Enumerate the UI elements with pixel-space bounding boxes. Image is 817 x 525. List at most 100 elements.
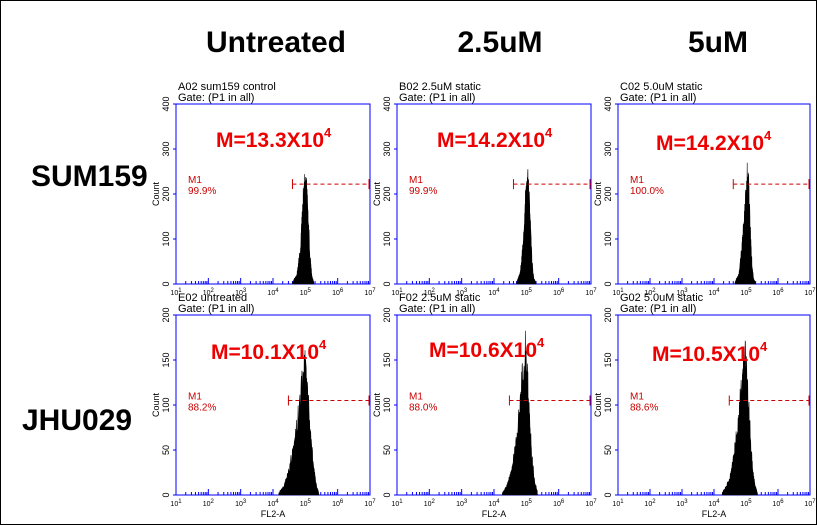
x-tick-label: 107 (364, 499, 376, 508)
x-tick-label: 106 (553, 288, 565, 297)
x-tick-label: 105 (740, 288, 752, 297)
x-tick-base: 10 (267, 290, 275, 297)
x-tick-exponent: 7 (812, 288, 816, 294)
panel-gate-label: Gate: (P1 in all) (178, 303, 254, 315)
x-tick-base: 10 (585, 501, 593, 508)
row-header-jhu029: JHU029 (22, 404, 133, 437)
x-axis-label: FL2-A (702, 509, 727, 519)
panel-title: B02 2.5uM static (399, 81, 481, 93)
y-tick-label: 0 (161, 492, 171, 497)
y-tick-label: 100 (603, 397, 613, 412)
x-tick-label: 106 (553, 499, 565, 508)
x-tick-base: 10 (644, 501, 652, 508)
x-tick-base: 10 (521, 501, 529, 508)
y-tick-label: 50 (603, 445, 613, 455)
x-tick-exponent: 4 (496, 499, 500, 505)
x-tick-label: 103 (676, 499, 688, 508)
x-tick-exponent: 4 (496, 288, 500, 294)
gate-marker-label: M1 (630, 392, 644, 403)
x-tick-label: 107 (804, 499, 816, 508)
x-tick-label: 102 (203, 499, 215, 508)
x-tick-exponent: 7 (812, 499, 816, 505)
x-tick-base: 10 (772, 501, 780, 508)
mean-annotation: M=14.2X104 (437, 125, 553, 152)
panel-gate-label: Gate: (P1 in all) (399, 303, 475, 315)
x-tick-label: 107 (585, 288, 597, 297)
gate-marker-percent: 88.2% (188, 403, 216, 414)
x-tick-label: 104 (488, 499, 500, 508)
x-tick-exponent: 6 (561, 499, 565, 505)
x-tick-exponent: 7 (593, 288, 597, 294)
y-tick-label: 100 (603, 231, 613, 246)
y-tick-label: 200 (382, 186, 392, 201)
gate-marker-percent: 88.6% (630, 403, 658, 414)
x-tick-label: 101 (391, 499, 403, 508)
y-tick-label: 300 (603, 141, 613, 156)
histogram-area (516, 169, 537, 285)
x-tick-exponent: 6 (340, 499, 344, 505)
panel-title: F02 2.5uM static (399, 292, 481, 304)
x-tick-base: 10 (456, 501, 464, 508)
x-tick-label: 103 (456, 499, 468, 508)
y-tick-label: 200 (382, 307, 392, 322)
x-tick-label: 105 (300, 288, 312, 297)
x-tick-label: 104 (708, 499, 720, 508)
x-tick-exponent: 7 (593, 499, 597, 505)
histogram-area (278, 350, 320, 496)
column-header-5um: 5uM (688, 26, 748, 59)
x-tick-label: 105 (740, 499, 752, 508)
x-axis-label: FL2-A (482, 509, 507, 519)
x-tick-label: 104 (488, 288, 500, 297)
x-tick-exponent: 1 (399, 499, 403, 505)
x-tick-exponent: 4 (716, 288, 720, 294)
x-tick-label: 106 (772, 288, 784, 297)
x-tick-exponent: 4 (275, 288, 279, 294)
panel-gate-label: Gate: (P1 in all) (399, 92, 475, 104)
y-tick-label: 100 (382, 231, 392, 246)
y-tick-label: 50 (161, 445, 171, 455)
x-tick-label: 106 (332, 499, 344, 508)
y-axis-label: Count (593, 393, 603, 418)
x-tick-exponent: 1 (399, 288, 403, 294)
y-axis-label: Count (151, 182, 161, 207)
x-tick-exponent: 5 (748, 288, 752, 294)
mean-annotation-base: M=10.1X10 (211, 341, 319, 364)
column-header-2-5um: 2.5uM (457, 26, 543, 59)
x-tick-base: 10 (203, 290, 211, 297)
x-tick-exponent: 1 (620, 499, 624, 505)
y-tick-label: 100 (161, 231, 171, 246)
x-tick-base: 10 (364, 501, 372, 508)
mean-annotation: M=10.1X104 (211, 337, 327, 364)
x-tick-exponent: 6 (780, 499, 784, 505)
x-tick-exponent: 2 (432, 288, 436, 294)
x-tick-label: 107 (585, 499, 597, 508)
row-header-sum159: SUM159 (31, 160, 148, 193)
y-tick-label: 400 (161, 96, 171, 111)
x-tick-label: 106 (332, 288, 344, 297)
x-tick-label: 105 (521, 288, 533, 297)
x-tick-label: 102 (424, 499, 436, 508)
x-tick-label: 103 (456, 288, 468, 297)
y-tick-label: 400 (603, 96, 613, 111)
mean-annotation-exponent: 4 (319, 337, 327, 352)
mean-annotation-exponent: 4 (764, 128, 772, 143)
x-tick-base: 10 (804, 501, 812, 508)
x-tick-base: 10 (772, 290, 780, 297)
x-tick-base: 10 (424, 501, 432, 508)
x-tick-base: 10 (612, 501, 620, 508)
y-tick-label: 150 (603, 352, 613, 367)
gate-marker-label: M1 (630, 175, 644, 186)
column-header-untreated: Untreated (205, 26, 347, 59)
x-tick-base: 10 (644, 290, 652, 297)
x-tick-label: 101 (391, 288, 403, 297)
y-axis-label: Count (372, 182, 382, 207)
x-tick-base: 10 (170, 501, 178, 508)
x-tick-label: 102 (644, 288, 656, 297)
mean-annotation-base: M=14.2X10 (437, 129, 545, 152)
x-tick-label: 102 (424, 288, 436, 297)
y-tick-label: 300 (382, 141, 392, 156)
x-tick-label: 103 (235, 288, 247, 297)
x-tick-exponent: 2 (432, 499, 436, 505)
